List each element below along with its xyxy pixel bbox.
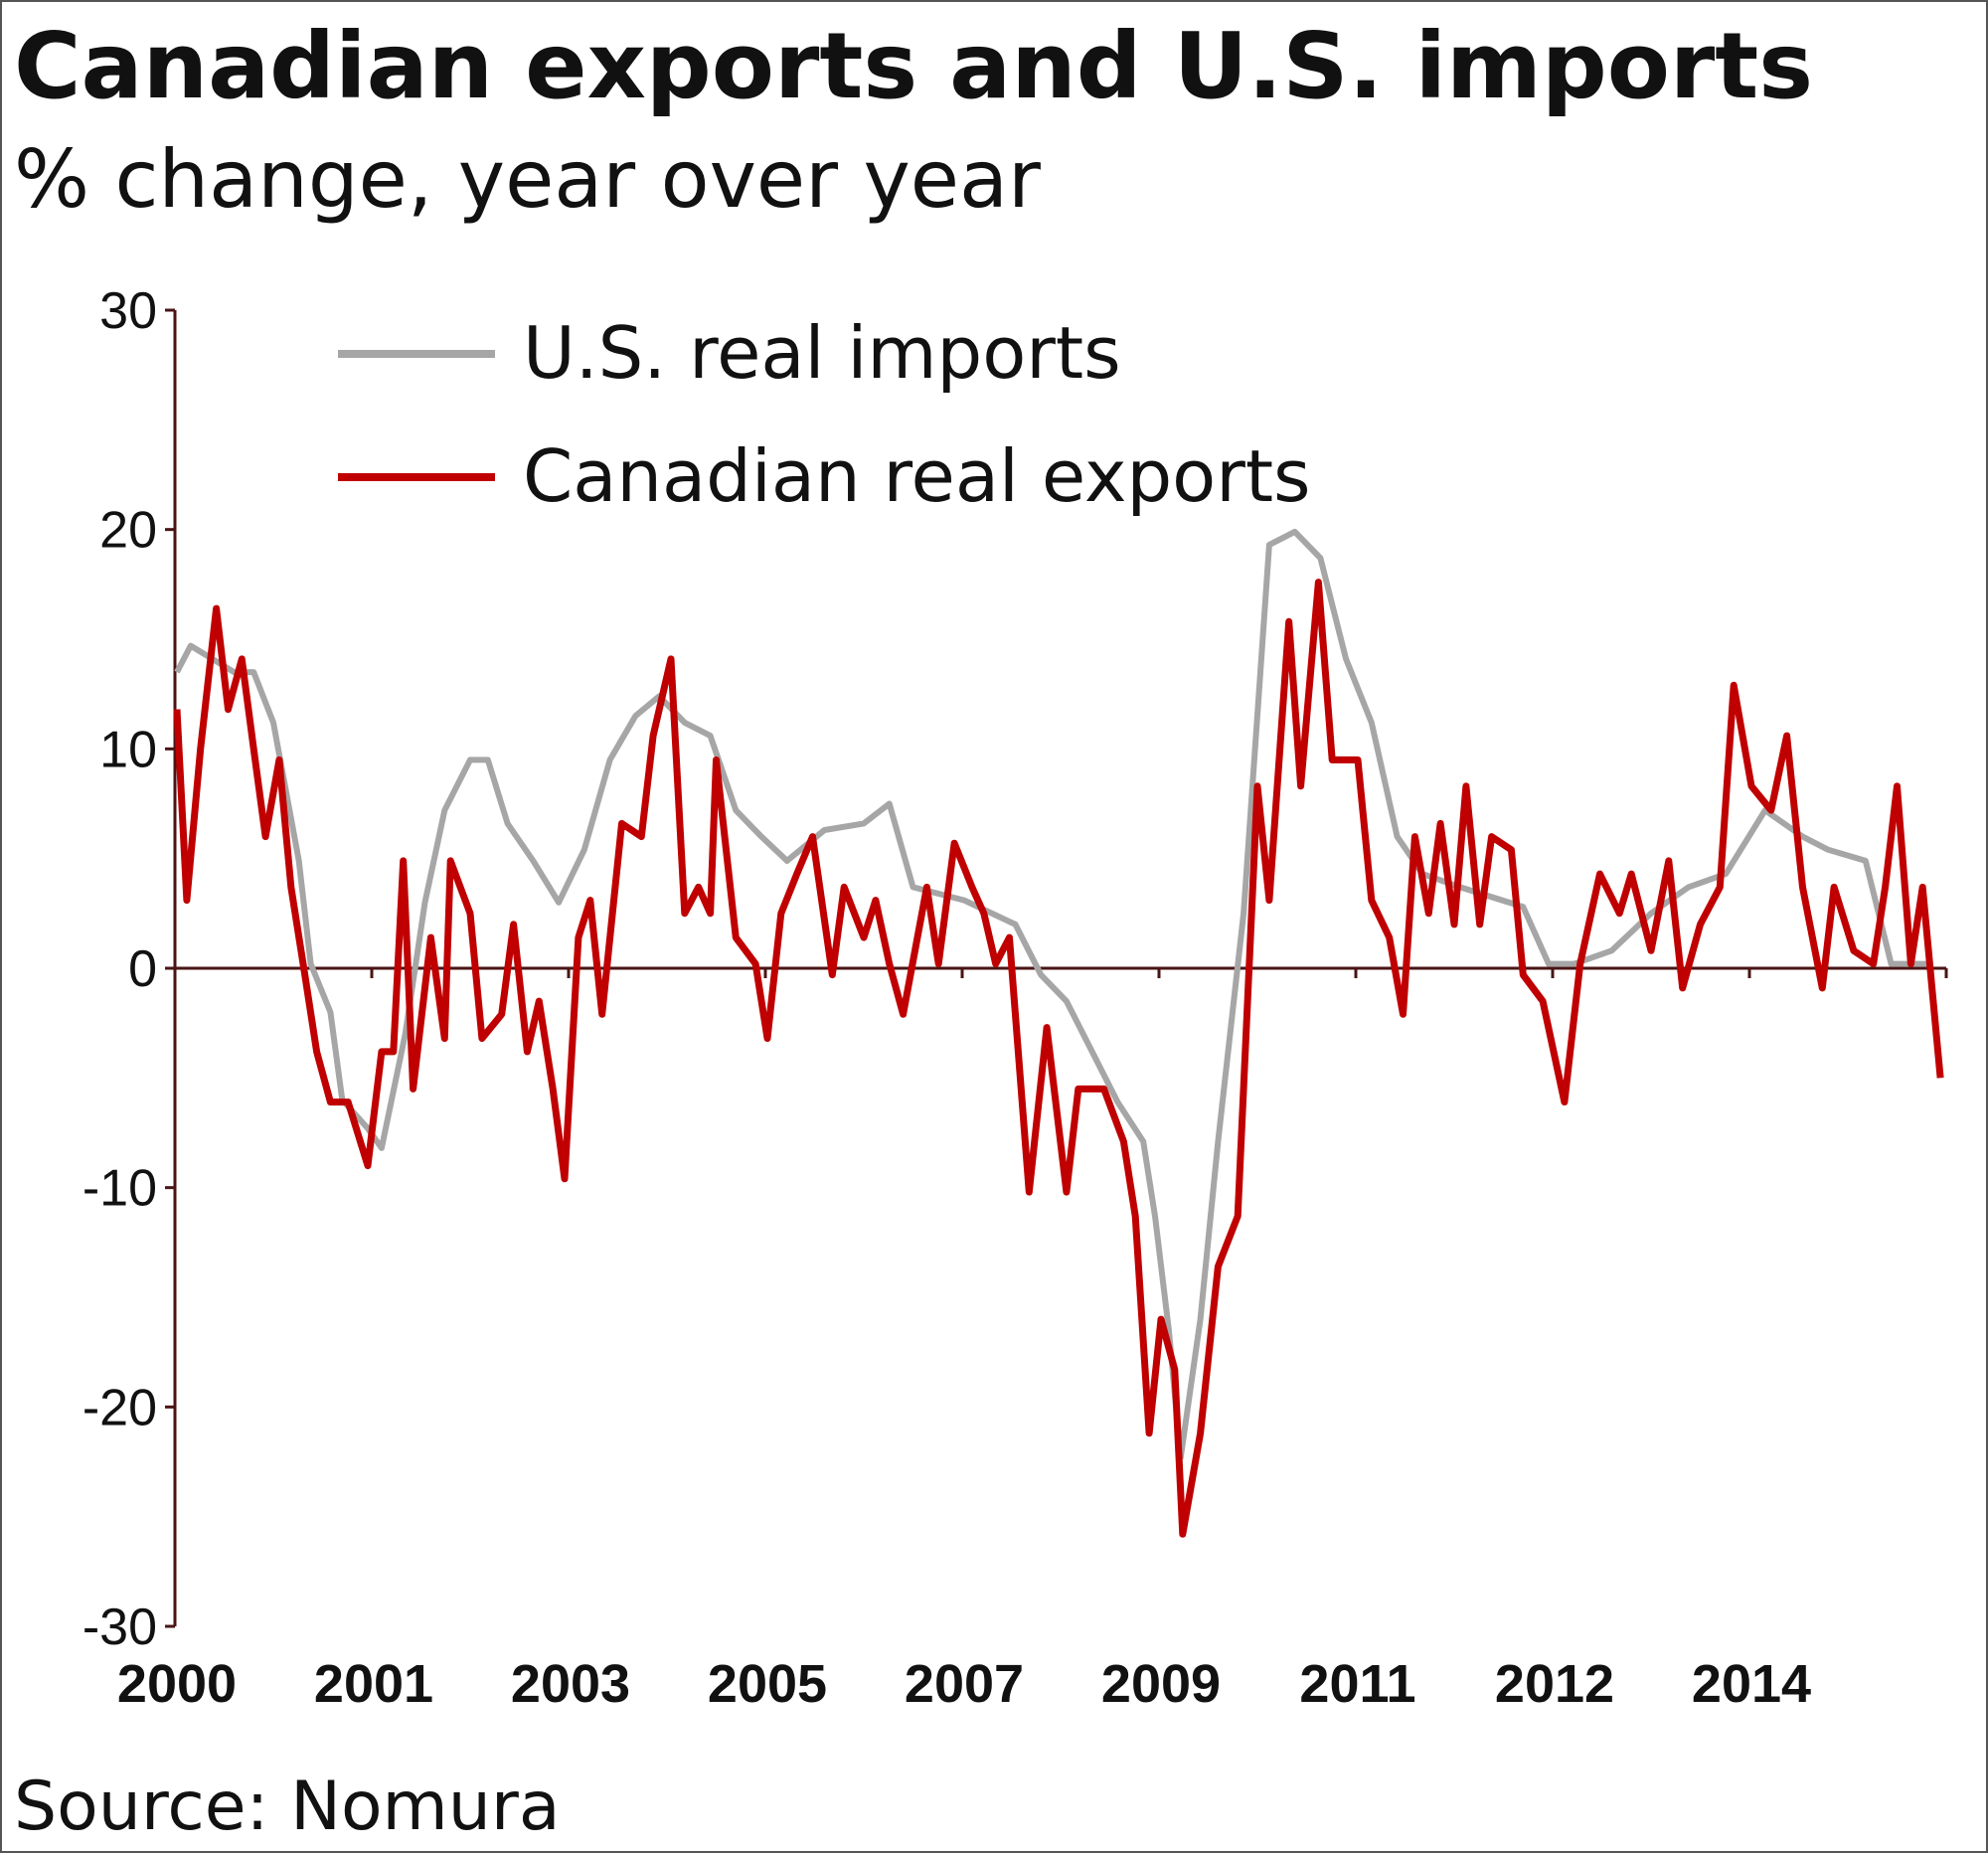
y-tick-label: 0 <box>128 940 157 998</box>
chart-subtitle: % change, year over year <box>14 133 1041 226</box>
x-tick-label: 2000 <box>117 1654 237 1714</box>
x-tick-label: 2012 <box>1495 1654 1614 1714</box>
legend-label-us-imports: U.S. real imports <box>523 311 1121 395</box>
y-tick-label: -20 <box>83 1379 157 1436</box>
x-tick-label: 2001 <box>314 1654 433 1714</box>
x-tick-label: 2009 <box>1101 1654 1221 1714</box>
series-line-canadian-exports <box>173 579 1944 1538</box>
chart-title: Canadian exports and U.S. imports <box>14 13 1813 119</box>
x-tick-label: 2007 <box>905 1654 1024 1714</box>
y-tick-label: 20 <box>99 502 157 560</box>
y-tick-label: 30 <box>99 282 157 340</box>
legend-label-canadian-exports: Canadian real exports <box>523 434 1311 518</box>
source-note: Source: Nomura <box>14 1768 561 1846</box>
x-tick-label: 2014 <box>1692 1654 1811 1714</box>
y-tick-label: -10 <box>83 1160 157 1218</box>
y-tick-label: -30 <box>83 1599 157 1656</box>
legend: U.S. real imports Canadian real exports <box>338 311 1311 518</box>
series-lines <box>173 528 1944 1538</box>
x-tick-label: 2003 <box>511 1654 630 1714</box>
x-tick-label: 2005 <box>708 1654 827 1714</box>
series-line-us-imports <box>174 528 1931 1461</box>
y-tick-label: 10 <box>99 721 157 778</box>
x-tick-label: 2011 <box>1299 1654 1415 1714</box>
